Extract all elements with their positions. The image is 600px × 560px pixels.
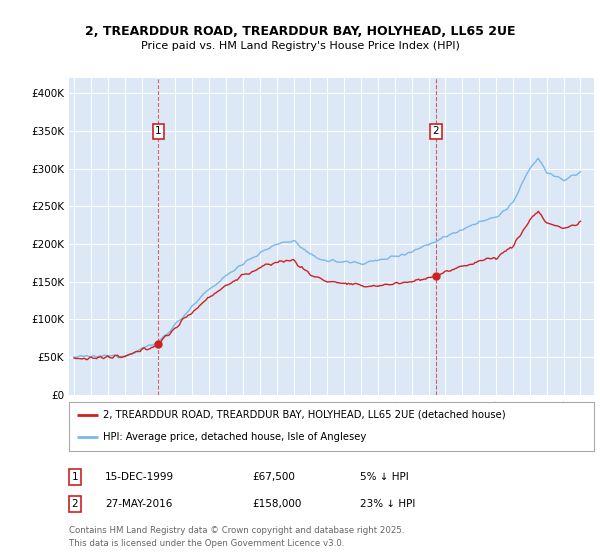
Text: £158,000: £158,000 <box>252 499 301 509</box>
Text: Price paid vs. HM Land Registry's House Price Index (HPI): Price paid vs. HM Land Registry's House … <box>140 41 460 51</box>
Text: Contains HM Land Registry data © Crown copyright and database right 2025.: Contains HM Land Registry data © Crown c… <box>69 526 404 535</box>
Text: 2, TREARDDUR ROAD, TREARDDUR BAY, HOLYHEAD, LL65 2UE: 2, TREARDDUR ROAD, TREARDDUR BAY, HOLYHE… <box>85 25 515 38</box>
Text: 23% ↓ HPI: 23% ↓ HPI <box>360 499 415 509</box>
Text: 1: 1 <box>155 126 162 136</box>
Text: 27-MAY-2016: 27-MAY-2016 <box>105 499 172 509</box>
Text: 2: 2 <box>71 499 79 509</box>
Text: 1: 1 <box>71 472 79 482</box>
Text: HPI: Average price, detached house, Isle of Anglesey: HPI: Average price, detached house, Isle… <box>103 432 367 442</box>
Text: 2: 2 <box>432 126 439 136</box>
Text: 15-DEC-1999: 15-DEC-1999 <box>105 472 174 482</box>
Text: 5% ↓ HPI: 5% ↓ HPI <box>360 472 409 482</box>
Text: £67,500: £67,500 <box>252 472 295 482</box>
Text: 2, TREARDDUR ROAD, TREARDDUR BAY, HOLYHEAD, LL65 2UE (detached house): 2, TREARDDUR ROAD, TREARDDUR BAY, HOLYHE… <box>103 410 506 420</box>
Text: This data is licensed under the Open Government Licence v3.0.: This data is licensed under the Open Gov… <box>69 539 344 548</box>
